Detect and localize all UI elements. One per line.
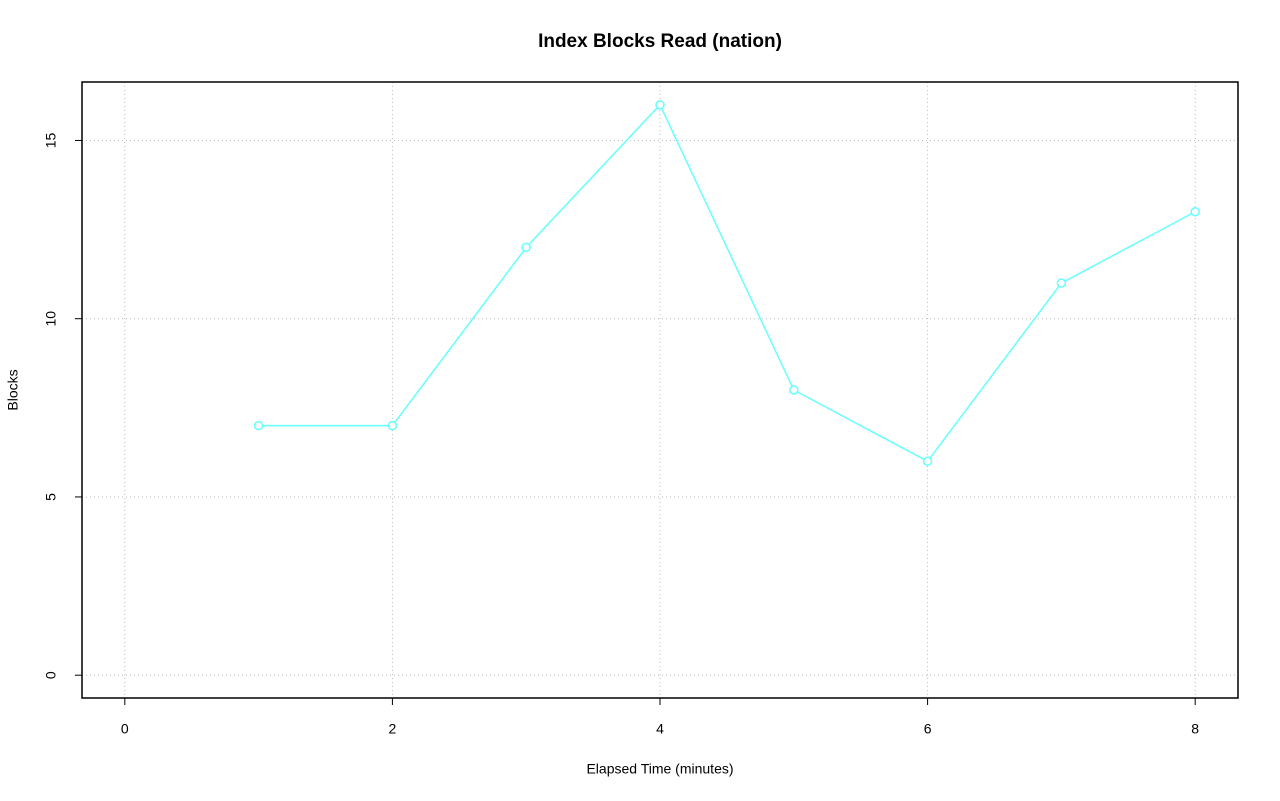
x-tick-label: 0 — [121, 721, 129, 737]
data-line — [258, 103, 1196, 463]
chart-title: Index Blocks Read (nation) — [538, 31, 782, 52]
x-tick-label: 8 — [1191, 721, 1199, 737]
x-tick-label: 6 — [924, 721, 932, 737]
data-point — [387, 420, 398, 431]
data-point — [789, 385, 799, 395]
x-tick-label: 2 — [389, 721, 397, 737]
y-axis-label: Blocks — [5, 369, 21, 410]
data-point — [1190, 207, 1200, 217]
data-point — [655, 100, 665, 110]
y-tick-label: 10 — [43, 311, 59, 327]
y-tick-label: 15 — [43, 132, 59, 148]
y-tick-label: 5 — [43, 493, 59, 501]
x-tick-label: 4 — [656, 721, 664, 737]
x-axis-label: Elapsed Time (minutes) — [586, 761, 733, 777]
plot-frame — [81, 81, 1239, 699]
data-point — [521, 242, 531, 253]
data-point — [1056, 278, 1067, 288]
y-tick-label: 0 — [43, 671, 59, 679]
data-point — [253, 420, 264, 431]
data-point — [922, 456, 933, 467]
